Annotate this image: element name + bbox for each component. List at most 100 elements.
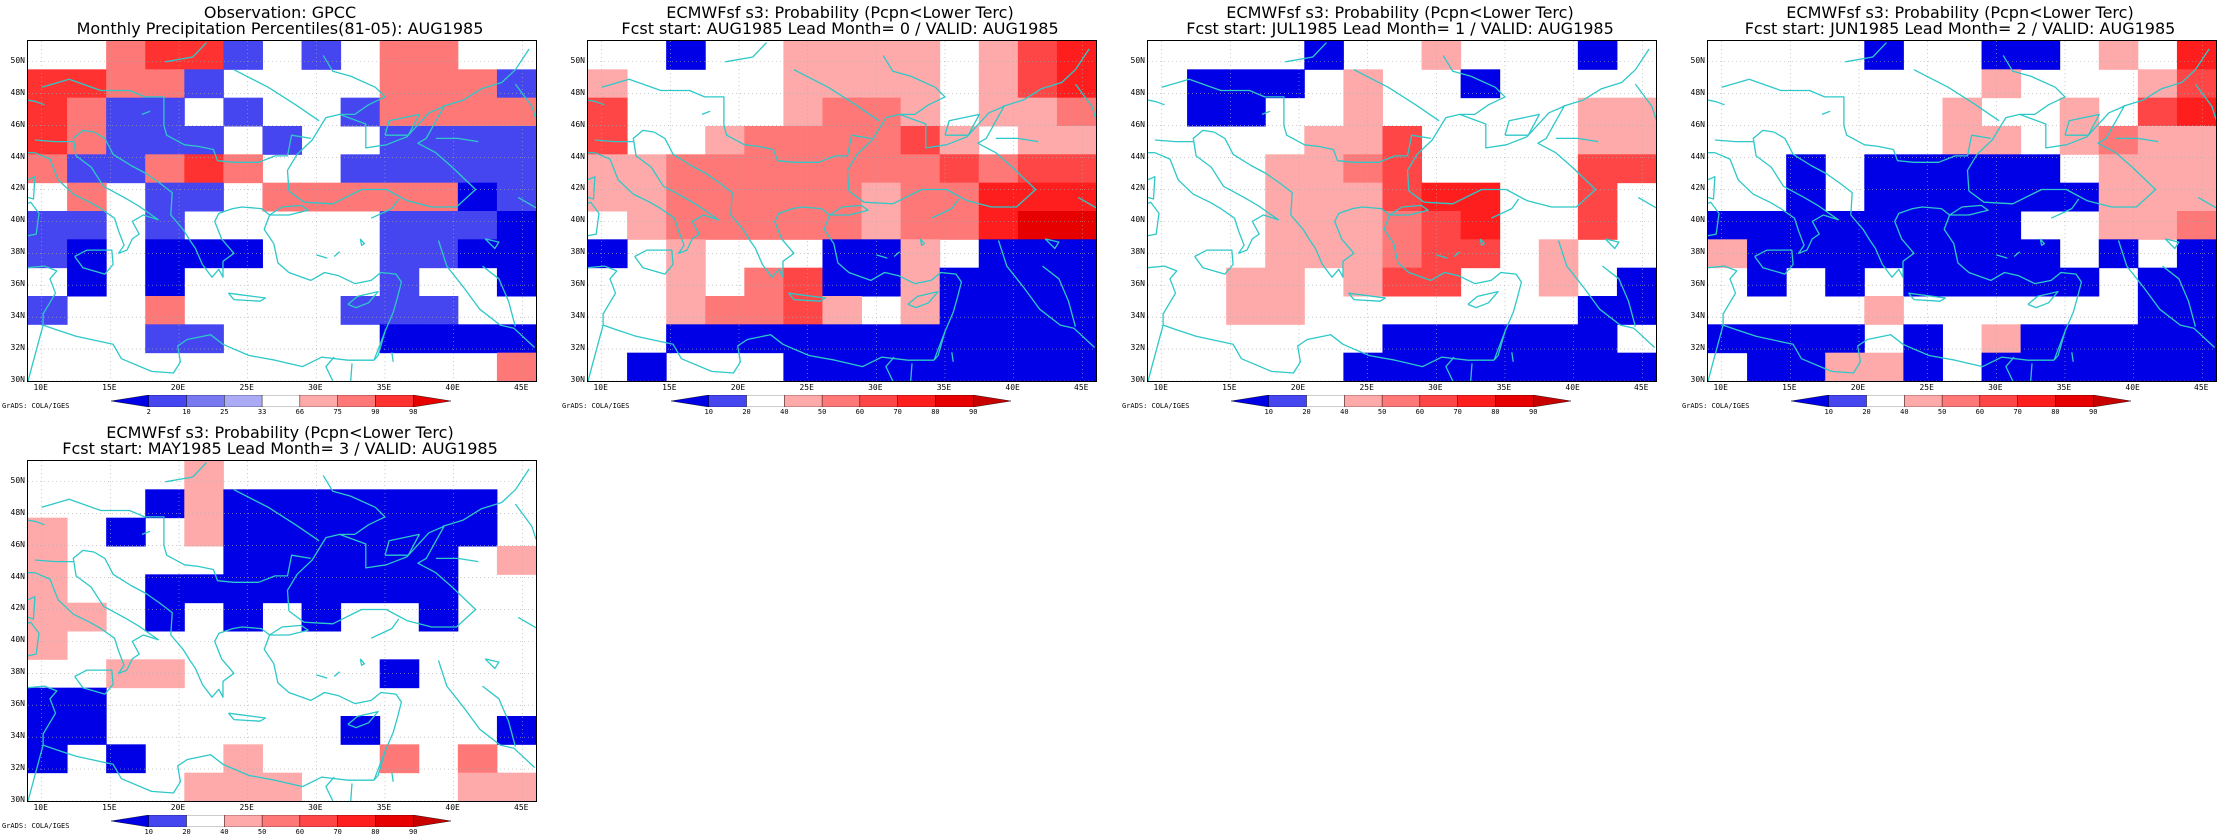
lon-tick-label: 20E [1850,383,1866,392]
grid-cell [1056,126,1096,155]
grid-cell [2176,97,2216,127]
grid-cell [1056,211,1096,240]
grid-cell [1577,296,1618,325]
colorbar-swatch [1381,395,1421,407]
grid-cell [1382,324,1423,354]
coastline [233,489,320,542]
grid-cell [822,41,863,70]
lat-tick-label: 48N [10,507,25,517]
grid-cell [379,489,420,519]
coastline [322,55,386,116]
grid-cell [1577,211,1618,240]
grid-cell [496,126,536,155]
grid-cell [744,182,784,212]
grid-cell [28,631,68,660]
grid-cell [900,126,941,155]
grid-cell [1304,154,1344,184]
grid-cell [28,744,68,774]
grid-cell [1056,182,1096,212]
coastline [74,249,114,275]
lat-tick-label: 36N [10,279,25,289]
grid-cell [1747,239,1787,269]
grid-cell [1747,352,1787,381]
grid-cell [1226,69,1266,99]
grid-cells [28,461,536,801]
grid-cell [496,716,536,745]
coastline [1077,196,1096,209]
coastline [484,238,500,250]
coastline [588,99,605,106]
lat-tick-label: 32N [570,343,585,353]
lon-tick-label: 25E [799,383,814,392]
lon-tick-label: 35E [936,383,952,392]
grid-cell [1343,239,1383,269]
colorbar-label: 50 [817,408,827,416]
coastline [347,710,379,729]
lat-tick-label: 34N [570,311,585,321]
colorbar-label: 40 [780,408,789,416]
colorbar-swatch [746,395,785,407]
lon-tick-label: 25E [1359,383,1374,392]
colorbar-swatch [375,395,414,407]
lat-tick-label: 38N [1130,247,1145,257]
coastline [2194,83,2216,120]
grid-cell [1942,239,1983,269]
lon-tick-label: 30E [1428,383,1443,392]
grid-cell [418,517,459,547]
panel-subtitle: Fcst start: JUL1985 Lead Month= 1 / VALI… [1186,19,1614,38]
grid-cell [1981,41,2022,70]
lat-tick-label: 44N [10,571,25,581]
coastline [391,352,394,362]
panel-subtitle: Fcst start: MAY1985 Lead Month= 3 / VALI… [62,439,498,458]
coastline [359,238,366,246]
grid-cell [1017,69,1058,99]
grid-cell [978,324,1019,354]
coastline [1708,201,1720,237]
grid-cell [861,154,902,184]
colorbar-swatch [299,815,338,827]
grid-cell [666,296,706,325]
grid-cell [1786,211,1826,240]
lat-tick-label: 32N [10,343,25,353]
lat-tick-label: 34N [10,311,25,321]
colorbar-label: 40 [220,828,229,836]
grid-cell [1864,296,1904,325]
coastline [951,352,954,362]
grid-cell [1903,267,1943,297]
grid-cell [301,546,342,575]
grid-cell [2176,154,2216,184]
grid-cell [67,154,107,184]
colorbar-swatch [1344,395,1383,407]
coastlines [1148,42,1656,381]
grid-cell [900,324,941,354]
coastline [333,671,341,677]
grid-cell [1460,211,1501,240]
grid-cell [2176,352,2216,381]
grid-cell [861,126,902,155]
coastline [514,503,536,540]
coastline [588,265,618,326]
grid-cell [1981,154,2022,184]
grid-cell [666,154,706,184]
grid-cell [861,69,902,99]
grid-cell [379,517,420,547]
colorbar-swatch [1828,395,1867,407]
grid-cell [1017,97,1058,127]
lat-tick-label: 36N [1690,279,1705,289]
lat-tick-label: 48N [10,87,25,97]
lon-tick-label: 40E [1005,383,1020,392]
panel-title: ECMWFsf s3: Probability (Pcpn<Lower Terc… [666,3,1014,22]
colorbar-swatches [111,395,451,407]
grid-cell [1747,267,1787,297]
grid-cell [1056,69,1096,99]
grid-cell [1538,324,1579,354]
grid-cell [1265,239,1305,269]
coastline [1604,238,1620,250]
coastline [350,783,353,801]
colorbar-label: 90 [1529,408,1538,416]
lon-tick-label: 40E [445,383,460,392]
colorbar-swatch [821,395,861,407]
grid-cell [822,97,863,127]
grid-cell [1864,154,1904,184]
grid-cell [184,772,224,801]
